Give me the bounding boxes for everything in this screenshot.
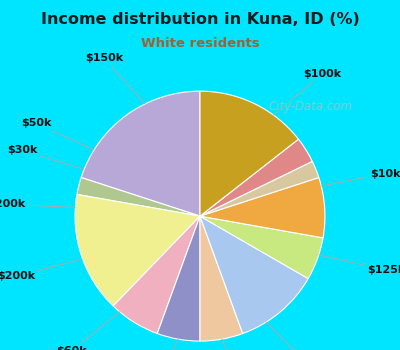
Text: > $200k: > $200k (0, 199, 75, 209)
Text: $200k: $200k (0, 259, 82, 281)
Text: $60k: $60k (56, 312, 120, 350)
Wedge shape (200, 216, 308, 334)
Text: White residents: White residents (141, 37, 259, 50)
Wedge shape (200, 216, 323, 279)
Text: $75k: $75k (222, 339, 261, 350)
Wedge shape (75, 195, 200, 306)
Text: $30k: $30k (7, 145, 84, 169)
Text: $125k: $125k (319, 255, 400, 275)
Wedge shape (157, 216, 200, 341)
Wedge shape (81, 91, 200, 216)
Wedge shape (77, 177, 200, 216)
Wedge shape (200, 177, 325, 238)
Text: $150k: $150k (85, 53, 145, 104)
Wedge shape (200, 91, 298, 216)
Text: $20k: $20k (266, 322, 324, 350)
Text: City-Data.com: City-Data.com (268, 99, 352, 113)
Wedge shape (200, 161, 319, 216)
Wedge shape (200, 216, 243, 341)
Wedge shape (200, 139, 312, 216)
Text: $40k: $40k (139, 339, 178, 350)
Text: Income distribution in Kuna, ID (%): Income distribution in Kuna, ID (%) (41, 12, 359, 27)
Text: $100k: $100k (274, 69, 341, 115)
Text: $10k: $10k (321, 169, 400, 186)
Text: $50k: $50k (21, 118, 94, 150)
Wedge shape (113, 216, 200, 334)
